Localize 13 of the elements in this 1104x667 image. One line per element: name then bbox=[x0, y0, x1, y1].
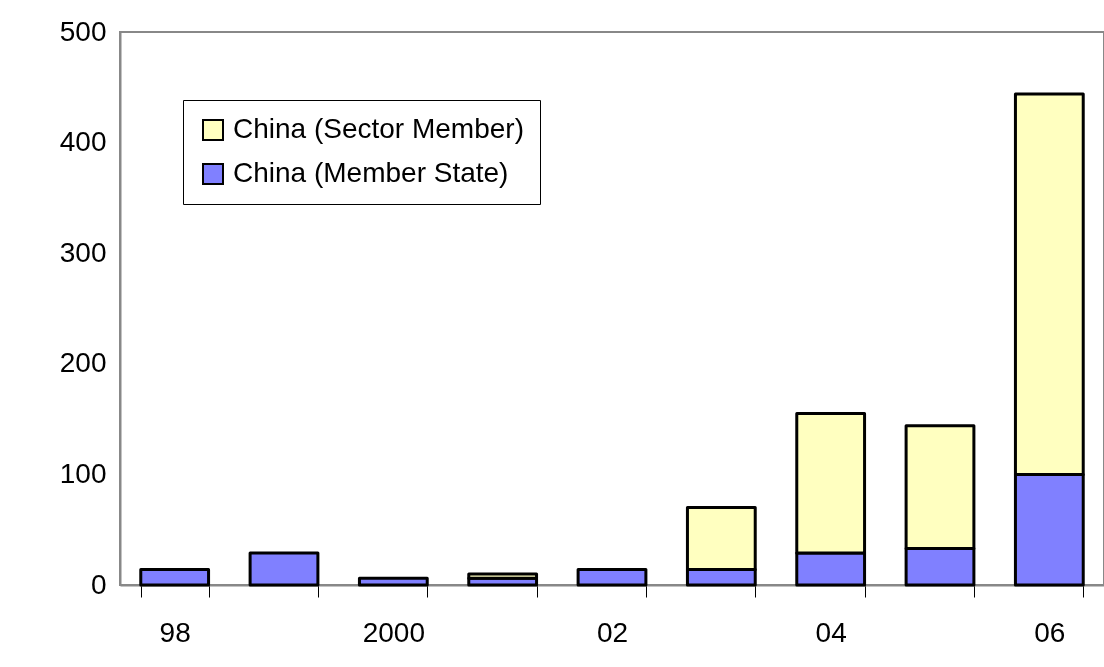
x-tick-label: 2000 bbox=[362, 616, 425, 648]
x-tick-label: 06 bbox=[1034, 616, 1066, 648]
y-tick-label: 0 bbox=[90, 568, 107, 600]
y-tick-label: 300 bbox=[59, 236, 107, 268]
y-tick-label: 200 bbox=[59, 347, 107, 379]
legend-label: China (Sector Member) bbox=[233, 113, 524, 144]
x-tick-label: 98 bbox=[159, 616, 191, 648]
legend-label: China (Member State) bbox=[233, 157, 509, 188]
y-tick-label: 500 bbox=[59, 15, 107, 47]
y-tick-label: 100 bbox=[59, 457, 107, 489]
y-tick-label: 400 bbox=[59, 126, 107, 158]
x-tick-label: 02 bbox=[596, 616, 629, 648]
x-tick-label: 04 bbox=[815, 616, 847, 648]
